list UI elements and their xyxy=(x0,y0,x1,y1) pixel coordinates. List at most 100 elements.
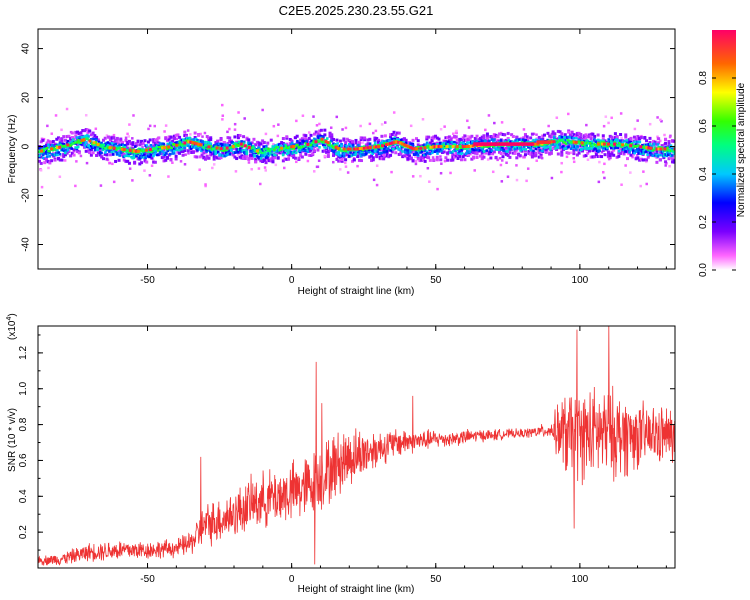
spectrum-cell xyxy=(237,111,240,114)
spectrum-cell xyxy=(446,158,450,162)
spectrum-cell xyxy=(453,140,456,144)
spectrum-cell xyxy=(628,146,631,149)
spectrum-cell xyxy=(506,150,509,153)
spectrum-cell xyxy=(461,136,465,140)
spectrum-cell xyxy=(645,158,649,162)
spectrum-cell xyxy=(148,146,152,150)
spectrum-cell xyxy=(209,153,213,157)
spectrum-cell xyxy=(450,136,454,140)
spectrum-cell xyxy=(284,149,288,153)
spectrum-cell xyxy=(507,146,511,149)
spectrum-cell xyxy=(293,148,297,152)
spectrum-cell xyxy=(317,159,321,162)
spectrum-cell xyxy=(602,146,605,150)
spectrum-cell xyxy=(612,144,615,148)
spectrum-cell xyxy=(549,148,552,151)
spectrum-cell xyxy=(300,142,304,146)
spectrum-cell xyxy=(347,154,351,158)
spectrum-cell xyxy=(487,114,491,117)
spectrum-cell xyxy=(585,145,588,149)
spectrum-cell xyxy=(579,133,583,137)
spectrum-cell xyxy=(617,149,621,153)
spectrum-cell xyxy=(647,145,651,148)
spectrum-cell xyxy=(122,149,125,153)
spectrum-cell xyxy=(91,131,95,135)
spectrum-cell xyxy=(597,180,601,184)
spectrum-cell xyxy=(266,158,270,162)
spectrum-cell xyxy=(361,136,365,140)
spectrum-peak xyxy=(88,139,92,143)
spectrum-cell xyxy=(222,149,225,152)
spectrum-cell xyxy=(335,157,339,161)
spectrum-cell xyxy=(253,149,256,152)
spectrum-cell xyxy=(577,138,581,141)
spectrum-cell xyxy=(333,147,336,150)
spectrum-cell xyxy=(312,115,315,118)
spectrum-cell xyxy=(271,157,275,161)
spectrum-cell xyxy=(123,144,127,147)
spectrum-cell xyxy=(304,142,307,145)
spectrum-cell xyxy=(105,148,109,152)
spectrum-cell xyxy=(344,165,348,168)
spectrum-peak xyxy=(467,144,471,148)
spectrum-peak xyxy=(292,144,296,148)
spectrum-cell xyxy=(312,144,316,148)
spectrum-cell xyxy=(444,136,448,140)
spectrum-cell xyxy=(193,155,197,159)
spectrum-cell xyxy=(189,147,193,150)
spectrum-cell xyxy=(370,159,374,163)
spectrum-cell xyxy=(515,135,519,139)
spectrum-cell xyxy=(187,139,191,142)
spectrum-cell xyxy=(187,142,190,146)
spectrum-cell xyxy=(354,138,358,142)
y-tick-label: 0.4 xyxy=(18,489,29,503)
spectrum-cell xyxy=(54,148,57,151)
spectrum-cell xyxy=(272,124,276,128)
spectrum-cell xyxy=(541,149,544,153)
spectrum-cell xyxy=(69,144,72,148)
spectrum-cell xyxy=(610,116,613,120)
spectrum-cell xyxy=(491,152,495,156)
spectrum-cell xyxy=(108,138,112,142)
spectrum-cell xyxy=(438,141,442,145)
spectrum-peak xyxy=(395,140,399,144)
spectrum-cell xyxy=(212,157,216,161)
spectrum-cell xyxy=(357,143,360,147)
spectrum-cell xyxy=(425,137,429,141)
spectrum-cell xyxy=(617,151,621,155)
spectrum-cell xyxy=(401,150,404,153)
spectrum-cell xyxy=(89,133,93,137)
spectrum-cell xyxy=(624,164,627,167)
spectrum-cell xyxy=(264,169,267,172)
spectrum-cell xyxy=(63,159,67,162)
spectrum-cell xyxy=(84,141,88,144)
spectrum-cell xyxy=(181,149,185,153)
spectrum-cell xyxy=(524,148,527,151)
spectrum-cell xyxy=(447,139,451,143)
spectrum-cell xyxy=(567,151,571,155)
spectrum-peak xyxy=(358,147,362,151)
spectrum-cell xyxy=(504,146,508,150)
spectrum-cell xyxy=(527,151,531,155)
spectrum-cell xyxy=(584,133,588,137)
spectrum-cell xyxy=(336,142,339,145)
spectrum-cell xyxy=(374,129,378,133)
spectrum-cell xyxy=(648,122,652,126)
spectrum-cell xyxy=(43,145,46,148)
spectrum-peak xyxy=(606,142,610,146)
spectrum-cell xyxy=(154,150,158,154)
spectrum-cell xyxy=(464,147,467,150)
spectrum-cell xyxy=(54,152,58,155)
spectrum-cell xyxy=(205,156,209,160)
spectrum-cell xyxy=(401,155,405,159)
spectrum-cell xyxy=(672,159,675,163)
spectrum-cell xyxy=(668,135,672,139)
spectrum-cell xyxy=(273,156,277,160)
spectrum-cell xyxy=(659,118,662,122)
spectrum-cell xyxy=(653,140,657,144)
colorbar-label: Normalized spectral amplitude xyxy=(736,82,747,217)
spectrum-cell xyxy=(53,144,57,148)
spectrum-cell xyxy=(517,153,521,157)
spectrum-cell xyxy=(117,158,121,162)
spectrum-cell xyxy=(287,152,291,156)
